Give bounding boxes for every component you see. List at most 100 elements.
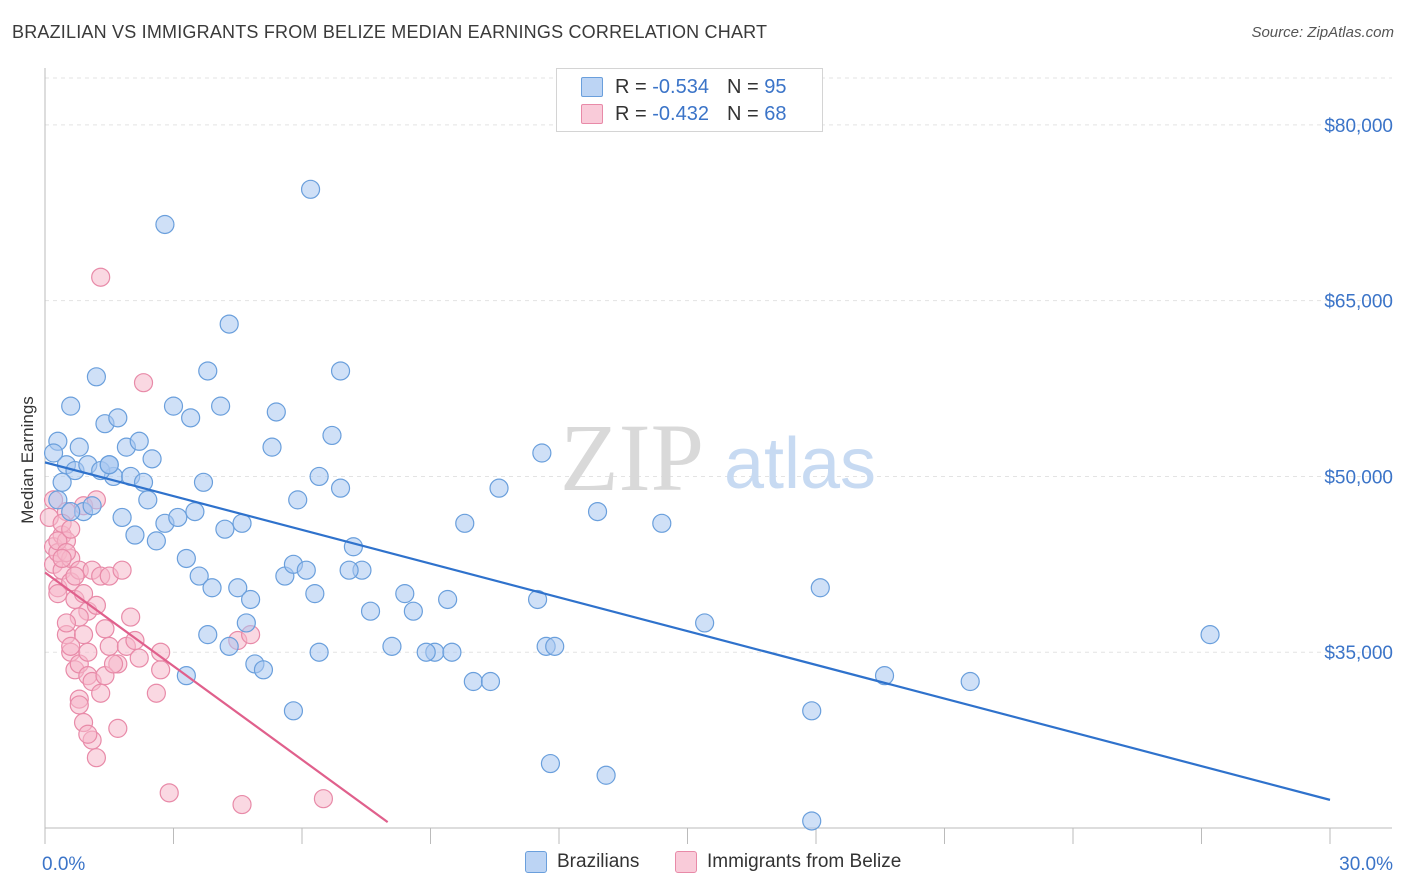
legend-n-value: 68 [764,102,787,125]
point-belize [91,267,111,287]
point-belize [91,683,111,703]
watermark: ZIP atlas [560,404,876,511]
point-brazilians [330,361,351,381]
point-brazilians [99,455,119,475]
point-brazilians [241,589,261,610]
tick-labels: $35,000 $50,000 $65,000 $80,000 0.0% 30.0% [42,116,1393,875]
trend-line-belize [44,571,389,824]
point-brazilians [168,507,188,528]
point-belize [61,636,81,656]
series-brazilians-points [43,179,1220,831]
point-brazilians [309,642,329,662]
point-brazilians [202,578,222,598]
point-brazilians [189,566,209,586]
y-tick-label: $50,000 [1324,467,1393,488]
bottom-legend-belize: Immigrants from Belize [675,851,901,873]
point-belize [103,654,124,674]
point-belize [112,560,132,580]
grid-lines [45,77,1392,653]
point-brazilians [61,501,81,522]
point-brazilians [253,660,274,680]
point-brazilians [215,519,235,539]
point-brazilians [403,601,423,621]
bottom-legend-swatch-blue [525,851,547,873]
point-brazilians [339,560,359,580]
point-belize [48,584,68,604]
point-brazilians [288,490,308,510]
point-brazilians [108,408,128,428]
point-brazilians [695,613,715,633]
point-brazilians [322,425,342,446]
point-brazilians [802,701,822,721]
bottom-legend-label-brazilians: Brazilians [557,851,640,872]
point-brazilians [198,625,218,645]
y-tick-label: $35,000 [1324,643,1393,664]
point-belize [129,648,149,668]
legend-row-brazilians: R = -0.534 N = 95 [581,75,786,99]
point-brazilians [442,642,462,662]
point-belize [78,724,98,744]
point-brazilians [69,437,89,457]
point-brazilians [596,765,616,785]
bottom-legend-brazilians: Brazilians [525,851,639,873]
point-belize [69,695,89,715]
point-brazilians [296,560,316,580]
correlation-legend: R = -0.534 N = 95 R = -0.432 N = 68 [556,68,823,132]
point-brazilians [228,578,248,598]
point-brazilians [489,478,509,498]
point-brazilians [545,636,565,656]
point-brazilians [395,584,415,604]
point-brazilians [138,490,158,510]
point-brazilians [236,613,256,633]
series-belize-points [39,267,334,815]
point-brazilians [532,443,552,463]
point-brazilians [211,396,231,416]
point-brazilians [61,396,81,416]
point-brazilians [802,811,822,831]
point-brazilians [810,578,830,598]
axes [44,68,1392,844]
legend-r-value: -0.432 [652,102,709,125]
point-belize [232,794,252,815]
legend-n-label: N = [726,75,759,98]
point-brazilians [185,501,205,522]
point-brazilians [193,472,214,492]
point-brazilians [266,402,286,422]
point-brazilians [480,671,501,692]
legend-r-label: R = [615,75,647,98]
point-belize [86,748,107,768]
point-brazilians [652,513,672,533]
trend-lines [44,461,1331,824]
legend-swatch-blue [581,77,603,97]
legend-swatch-pink [581,104,603,124]
legend-row-belize: R = -0.432 N = 68 [581,102,786,126]
point-brazilians [330,478,351,498]
point-brazilians [587,501,608,522]
point-brazilians [305,584,325,604]
point-belize [56,613,77,633]
point-belize [61,519,81,539]
point-brazilians [219,314,239,334]
point-brazilians [438,589,458,610]
point-brazilians [198,361,218,381]
x-tick-label: 30.0% [1339,854,1393,875]
point-brazilians [181,408,201,428]
point-brazilians [52,472,72,492]
point-brazilians [540,753,561,774]
point-brazilians [463,671,483,692]
point-belize [159,783,179,803]
point-brazilians [129,431,149,451]
point-brazilians [86,367,107,387]
point-brazilians [360,601,381,621]
point-belize [133,373,154,393]
point-brazilians [112,507,132,528]
point-brazilians [262,437,282,457]
point-brazilians [343,537,363,557]
point-brazilians [219,636,239,656]
point-belize [65,566,85,586]
point-brazilians [146,531,166,551]
watermark-zip: ZIP [560,404,704,511]
chart-title: BRAZILIAN VS IMMIGRANTS FROM BELIZE MEDI… [12,22,768,42]
point-belize [313,789,334,809]
